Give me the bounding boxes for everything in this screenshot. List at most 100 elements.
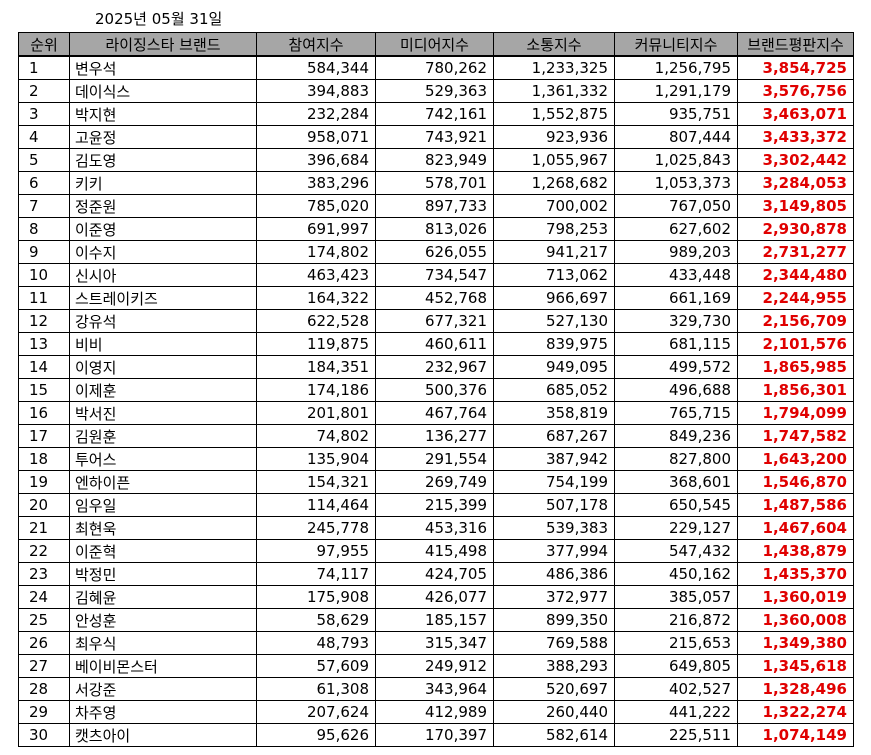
media-cell: 343,964 <box>375 677 494 701</box>
participation-cell: 584,344 <box>256 55 376 80</box>
brand-name-cell: 김혜윤 <box>69 585 257 609</box>
community-cell: 385,057 <box>614 585 738 609</box>
brand-name-cell: 박서진 <box>69 401 257 425</box>
brand-name-cell: 안성훈 <box>69 608 257 632</box>
participation-cell: 232,284 <box>256 102 376 126</box>
brand-reputation-cell: 1,074,149 <box>737 723 854 747</box>
media-cell: 500,376 <box>375 378 494 402</box>
media-cell: 269,749 <box>375 470 494 494</box>
brand-name-cell: 투어스 <box>69 447 257 471</box>
media-cell: 412,989 <box>375 700 494 724</box>
media-cell: 453,316 <box>375 516 494 540</box>
community-cell: 1,053,373 <box>614 171 738 195</box>
brand-name-cell: 신시아 <box>69 263 257 287</box>
community-cell: 807,444 <box>614 125 738 149</box>
communication-cell: 377,994 <box>493 539 615 563</box>
communication-cell: 582,614 <box>493 723 615 747</box>
media-cell: 823,949 <box>375 148 494 172</box>
brand-name-cell: 최현욱 <box>69 516 257 540</box>
communication-cell: 527,130 <box>493 309 615 333</box>
table-row: 10 신시아 463,423 734,547 713,062 433,448 2,344,4… <box>18 263 854 287</box>
community-cell: 661,169 <box>614 286 738 310</box>
rank-cell: 8 <box>18 217 70 241</box>
brand-reputation-cell: 3,149,805 <box>737 194 854 218</box>
participation-cell: 383,296 <box>256 171 376 195</box>
table-row: 26 최우식 48,793 315,347 769,588 215,653 1,349,38… <box>18 631 854 655</box>
media-cell: 215,399 <box>375 493 494 517</box>
brand-reputation-cell: 1,643,200 <box>737 447 854 471</box>
brand-name-cell: 이준영 <box>69 217 257 241</box>
brand-reputation-cell: 1,322,274 <box>737 700 854 724</box>
media-cell: 249,912 <box>375 654 494 678</box>
community-cell: 450,162 <box>614 562 738 586</box>
rank-cell: 25 <box>18 608 70 632</box>
community-cell: 329,730 <box>614 309 738 333</box>
media-cell: 467,764 <box>375 401 494 425</box>
communication-cell: 798,253 <box>493 217 615 241</box>
header-brand-reputation: 브랜드평판지수 <box>737 32 854 57</box>
header-media: 미디어지수 <box>375 32 494 57</box>
table-row: 14 이영지 184,351 232,967 949,095 499,572 1,865,9… <box>18 355 854 379</box>
brand-reputation-cell: 1,856,301 <box>737 378 854 402</box>
communication-cell: 966,697 <box>493 286 615 310</box>
participation-cell: 622,528 <box>256 309 376 333</box>
table-row: 19 엔하이픈 154,321 269,749 754,199 368,601 1,546,… <box>18 470 854 494</box>
brand-reputation-cell: 2,344,480 <box>737 263 854 287</box>
participation-cell: 74,117 <box>256 562 376 586</box>
community-cell: 650,545 <box>614 493 738 517</box>
table-row: 20 임우일 114,464 215,399 507,178 650,545 1,487,5… <box>18 493 854 517</box>
participation-cell: 207,624 <box>256 700 376 724</box>
rank-cell: 28 <box>18 677 70 701</box>
rank-cell: 22 <box>18 539 70 563</box>
table-row: 6 키키 383,296 578,701 1,268,682 1,053,373 3,284… <box>18 171 854 195</box>
rank-cell: 9 <box>18 240 70 264</box>
community-cell: 1,291,179 <box>614 79 738 103</box>
participation-cell: 396,684 <box>256 148 376 172</box>
participation-cell: 394,883 <box>256 79 376 103</box>
brand-name-cell: 변우석 <box>69 55 257 80</box>
rank-cell: 21 <box>18 516 70 540</box>
community-cell: 767,050 <box>614 194 738 218</box>
brand-name-cell: 엔하이픈 <box>69 470 257 494</box>
brand-name-cell: 이수지 <box>69 240 257 264</box>
communication-cell: 713,062 <box>493 263 615 287</box>
brand-reputation-cell: 1,546,870 <box>737 470 854 494</box>
communication-cell: 687,267 <box>493 424 615 448</box>
media-cell: 529,363 <box>375 79 494 103</box>
brand-reputation-cell: 2,930,878 <box>737 217 854 241</box>
brand-reputation-cell: 1,747,582 <box>737 424 854 448</box>
community-cell: 989,203 <box>614 240 738 264</box>
communication-cell: 387,942 <box>493 447 615 471</box>
table-row: 23 박정민 74,117 424,705 486,386 450,162 1,435,37… <box>18 562 854 586</box>
brand-reputation-cell: 2,731,277 <box>737 240 854 264</box>
communication-cell: 539,383 <box>493 516 615 540</box>
table-row: 11 스트레이키즈 164,322 452,768 966,697 661,169 2,24… <box>18 286 854 310</box>
community-cell: 216,872 <box>614 608 738 632</box>
table-row: 8 이준영 691,997 813,026 798,253 627,602 2,930,87… <box>18 217 854 241</box>
communication-cell: 769,588 <box>493 631 615 655</box>
participation-cell: 58,629 <box>256 608 376 632</box>
community-cell: 827,800 <box>614 447 738 471</box>
table-row: 16 박서진 201,801 467,764 358,819 765,715 1,794,0… <box>18 401 854 425</box>
participation-cell: 184,351 <box>256 355 376 379</box>
community-cell: 547,432 <box>614 539 738 563</box>
media-cell: 813,026 <box>375 217 494 241</box>
media-cell: 232,967 <box>375 355 494 379</box>
table-row: 24 김혜윤 175,908 426,077 372,977 385,057 1,360,0… <box>18 585 854 609</box>
communication-cell: 941,217 <box>493 240 615 264</box>
brand-reputation-cell: 1,487,586 <box>737 493 854 517</box>
brand-name-cell: 이영지 <box>69 355 257 379</box>
brand-name-cell: 베이비몬스터 <box>69 654 257 678</box>
brand-name-cell: 키키 <box>69 171 257 195</box>
table-row: 27 베이비몬스터 57,609 249,912 388,293 649,805 1,345… <box>18 654 854 678</box>
community-cell: 433,448 <box>614 263 738 287</box>
brand-reputation-cell: 1,349,380 <box>737 631 854 655</box>
brand-name-cell: 고윤정 <box>69 125 257 149</box>
participation-cell: 135,904 <box>256 447 376 471</box>
brand-reputation-cell: 2,244,955 <box>737 286 854 310</box>
rank-cell: 7 <box>18 194 70 218</box>
communication-cell: 1,268,682 <box>493 171 615 195</box>
participation-cell: 958,071 <box>256 125 376 149</box>
brand-reputation-cell: 3,302,442 <box>737 148 854 172</box>
rank-cell: 15 <box>18 378 70 402</box>
